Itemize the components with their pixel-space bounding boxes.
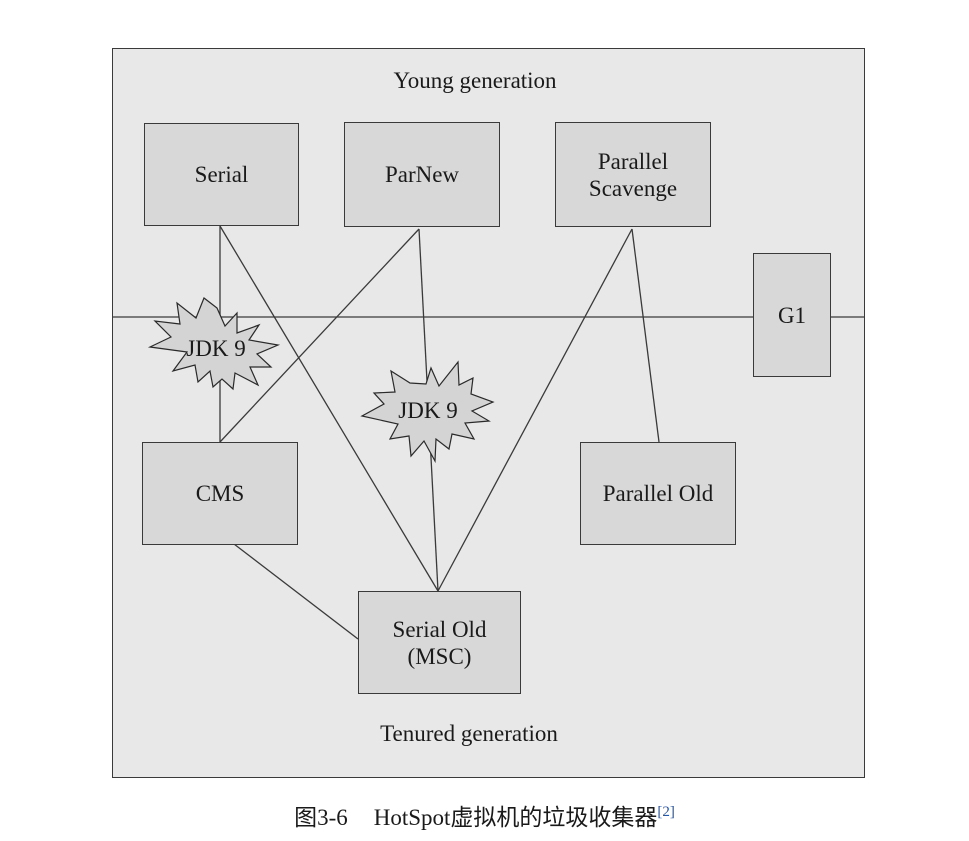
jdk9-badge-center: JDK 9 xyxy=(360,360,495,464)
serial-collector: Serial xyxy=(144,123,299,226)
parallel-scavenge-collector: Parallel Scavenge xyxy=(555,122,711,227)
g1-collector: G1 xyxy=(753,253,831,377)
jdk9-badge-left: JDK 9 xyxy=(147,297,281,391)
young-generation-label: Young generation xyxy=(393,68,557,93)
tenured-generation-label: Tenured generation xyxy=(380,721,558,746)
parnew-collector: ParNew xyxy=(344,122,500,227)
gc-diagram: JDK 9 JDK 9 Young generation Tenured gen… xyxy=(112,48,865,778)
starburst-icon xyxy=(360,360,495,464)
figure-caption: 图3-6 HotSpot虚拟机的垃圾收集器[2] xyxy=(0,798,969,832)
serial-old-collector: Serial Old (MSC) xyxy=(358,591,521,694)
connection-lines: JDK 9 JDK 9 xyxy=(113,225,864,640)
starburst-icon xyxy=(147,297,281,391)
link-scavenge-serialold xyxy=(437,228,633,592)
figure-title: HotSpot虚拟机的垃圾收集器 xyxy=(373,805,658,830)
link-scavenge-parallelold xyxy=(631,228,660,443)
cms-collector: CMS xyxy=(142,442,298,545)
link-parnew-cms xyxy=(219,228,420,443)
link-cms-serialold xyxy=(233,543,359,640)
parallel-old-collector: Parallel Old xyxy=(580,442,736,545)
jdk9-label-center: JDK 9 xyxy=(398,398,457,423)
figure-number: 图3-6 xyxy=(294,805,348,830)
jdk9-label-left: JDK 9 xyxy=(186,336,245,361)
reference-link[interactable]: [2] xyxy=(657,804,675,820)
link-serial-serialold xyxy=(219,225,439,592)
